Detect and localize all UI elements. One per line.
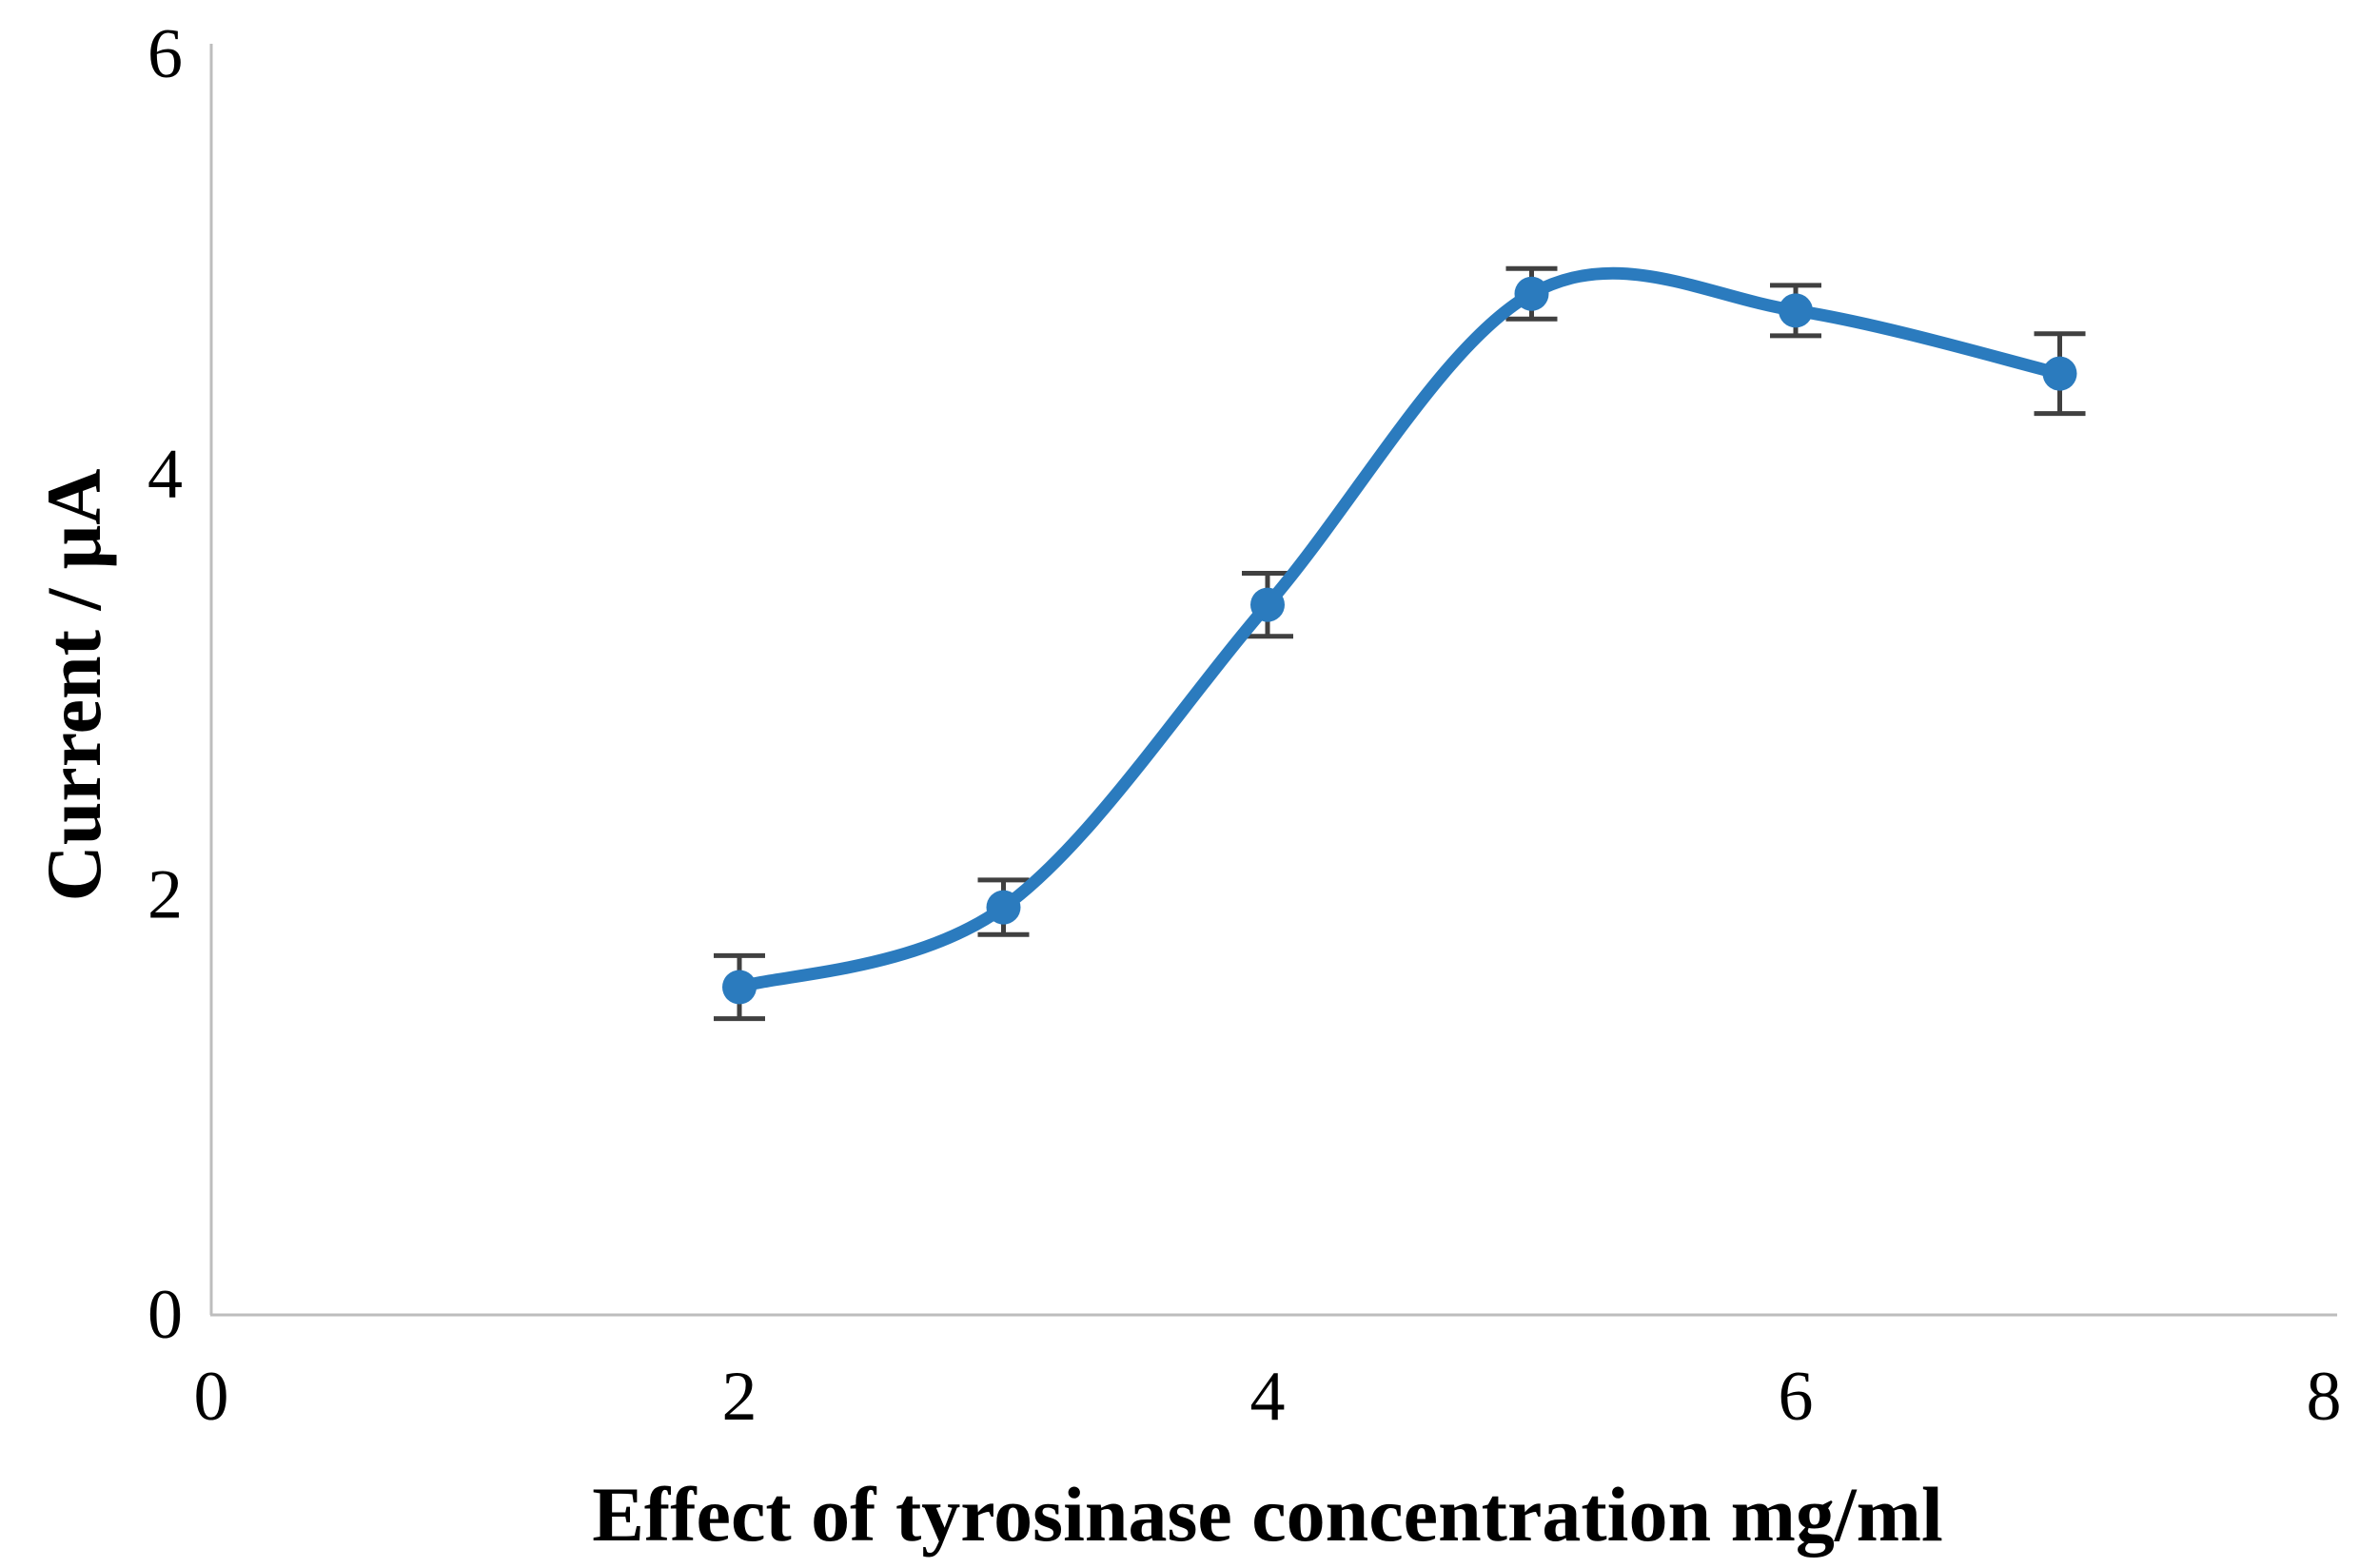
data-point-marker xyxy=(986,890,1021,925)
x-tick-label: 8 xyxy=(2307,1358,2342,1436)
series-line xyxy=(733,266,2066,993)
x-tick-label: 2 xyxy=(722,1358,757,1436)
y-tick-label: 6 xyxy=(148,15,183,93)
x-tick-label: 0 xyxy=(194,1358,229,1436)
data-point-marker xyxy=(2042,356,2077,391)
x-tick-label: 6 xyxy=(1779,1358,1814,1436)
data-point-marker xyxy=(1514,276,1549,311)
y-tick-label: 2 xyxy=(148,855,183,933)
data-point-marker xyxy=(1250,587,1285,622)
y-axis-title: Current / μA xyxy=(30,468,117,902)
x-tick-label: 4 xyxy=(1250,1358,1286,1436)
y-tick-label: 4 xyxy=(148,436,183,514)
x-axis-title: Effect of tyrosinase concentration mg/ml xyxy=(592,1471,1943,1558)
data-point-marker xyxy=(1779,293,1813,328)
data-point-marker xyxy=(722,970,757,1005)
y-tick-label: 0 xyxy=(148,1276,183,1354)
